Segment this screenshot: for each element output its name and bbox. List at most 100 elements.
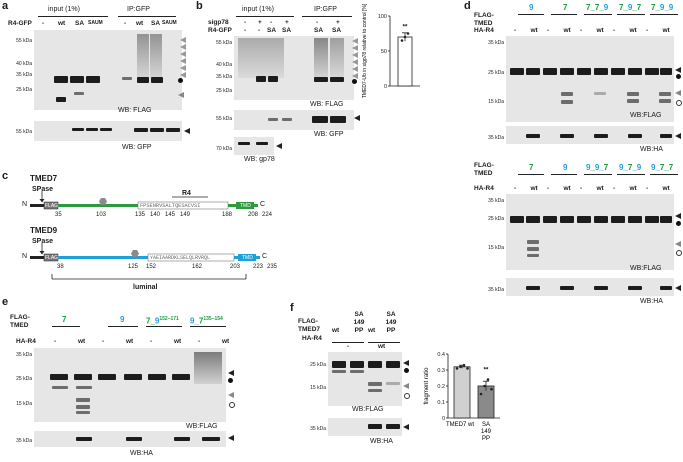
panel-a-gfp-blot	[34, 121, 182, 141]
tmed9-domain-map	[30, 243, 260, 262]
panel-a-lane-4: SAUM	[88, 20, 103, 26]
tmed9-c: C	[262, 253, 268, 260]
panel-d-top-wb-ha: WB:HA	[640, 146, 663, 153]
ha-lane-label: wt	[530, 185, 538, 192]
blot-band	[526, 134, 540, 138]
construct-underline	[650, 174, 678, 175]
luminal-bracket	[51, 274, 247, 280]
tmed9-cterm	[256, 256, 260, 259]
blot-band	[611, 68, 625, 75]
glycosylation-hexagon-icon	[99, 198, 107, 205]
tmed9-num-125: 125	[128, 264, 139, 270]
gfp-arrowhead	[354, 115, 360, 121]
panel-d-letter: d	[464, 0, 471, 12]
panel-f-mw-15: 15 kDa	[310, 385, 326, 391]
panel-f-ha-2: wt	[378, 343, 386, 350]
panel-d-top-mw-35: 35 kDa	[488, 40, 504, 46]
ha-lane-label: wt	[530, 27, 538, 34]
bar	[397, 36, 413, 87]
blot-band	[526, 68, 540, 75]
blot-band	[628, 134, 642, 138]
panel-b-mw-35: 35 kDa	[216, 74, 232, 80]
panel-b-row2-6: SA	[332, 27, 342, 34]
panel-b-row1-6: +	[336, 19, 340, 26]
tmed7-num-224: 224	[262, 212, 273, 218]
ha-underline	[368, 342, 400, 343]
ha-lane-label: -	[646, 185, 649, 192]
panel-f-construct-3: wt	[368, 327, 376, 334]
spase-arrowhead	[39, 251, 45, 255]
blot-band	[660, 216, 672, 223]
blot-band	[134, 128, 148, 132]
blot-band	[124, 374, 142, 380]
blot-band	[527, 254, 539, 257]
panel-b-chart: 0 50 100 ** TMED7-Ub in sigp78 relative to c…	[362, 4, 420, 98]
arrowhead-ub-5	[352, 66, 358, 72]
data-point	[466, 367, 469, 370]
panel-d-top-construct-5: 7_9_9	[651, 3, 674, 12]
tmed9-flag-label: FLAG	[45, 255, 59, 261]
panel-a-mw-25: 25 kDa	[16, 87, 32, 93]
blot-band	[526, 216, 540, 223]
ha-lane-label: wt	[174, 338, 182, 345]
ha-lane-label: -	[613, 185, 616, 192]
blot-band	[659, 92, 671, 96]
y-tick-label: 100	[378, 14, 387, 20]
ha-lane-label: -	[547, 185, 550, 192]
tmed7-cterm	[254, 204, 258, 207]
blot-band	[122, 77, 132, 80]
fragment-arrowhead	[675, 90, 681, 96]
y-tick-label: 50	[381, 49, 387, 55]
panel-b-mw-gfp-55: 55 kDa	[216, 116, 232, 122]
ha-lane-label: wt	[222, 338, 230, 345]
panel-b-ip-underline	[302, 16, 352, 17]
panel-f-ha-blot	[328, 418, 402, 436]
arrowhead-marker	[675, 213, 681, 219]
glycosylation-hexagon-icon	[131, 250, 139, 257]
panel-a-flag-blot	[34, 30, 182, 110]
tmed7-num-140: 140	[150, 212, 161, 218]
blot-band	[368, 361, 382, 368]
panel-f-construct-4: SA 149 PP	[385, 311, 397, 334]
tmed7-num-188: 188	[222, 212, 233, 218]
ha-lane-label: -	[613, 27, 616, 34]
panel-e-wb-flag: WB:FLAG	[186, 423, 218, 430]
panel-d-top-construct-1: 9	[529, 3, 534, 12]
construct-underline	[551, 14, 577, 15]
tmed7-domain-map	[30, 191, 258, 210]
tmed7-tmd-label: TMD	[240, 203, 251, 209]
blot-band	[659, 99, 671, 103]
blot-smear	[330, 38, 344, 78]
panel-a-wb-gfp: WB: GFP	[122, 144, 152, 151]
x-category-label: TMED7 wt	[446, 422, 474, 428]
panel-f-flag-label: FLAG-TMED7	[298, 318, 321, 333]
blot-smear	[150, 34, 162, 79]
blot-band	[386, 382, 400, 385]
blot-band	[628, 216, 642, 223]
panel-b-row1-3: -	[270, 19, 273, 26]
tmed9-luminal-domain	[58, 256, 176, 259]
signal-peptide	[30, 256, 44, 259]
panel-d-bot-wb-flag: WB:FLAG	[630, 265, 662, 272]
fragment-arrowhead	[403, 383, 409, 389]
fragment-arrowhead	[675, 241, 681, 247]
construct-underline	[584, 14, 612, 15]
panel-e-mw-35: 35 kDa	[16, 352, 32, 358]
blot-smear	[238, 38, 284, 78]
tmed7-num-208: 208	[248, 212, 259, 218]
ha-lane-label: -	[580, 27, 583, 34]
panel-d-top-construct-2: 7	[563, 3, 568, 12]
panel-b-row2-label: R4-GFP	[208, 27, 232, 34]
x-category-label: PP	[482, 436, 490, 442]
panel-b-wb-gp78: WB: gp78	[244, 156, 275, 163]
blot-band	[660, 68, 672, 75]
blot-band	[70, 76, 84, 83]
tmed9-n: N	[22, 253, 28, 260]
blot-band	[72, 128, 84, 131]
blot-band	[256, 142, 268, 145]
blot-band	[172, 374, 190, 380]
panel-d-bot-construct-2: 9	[563, 163, 568, 172]
ha-lane-label: wt	[78, 338, 86, 345]
ha-lane-label: -	[580, 185, 583, 192]
panel-a-lane-1: -	[42, 20, 45, 27]
